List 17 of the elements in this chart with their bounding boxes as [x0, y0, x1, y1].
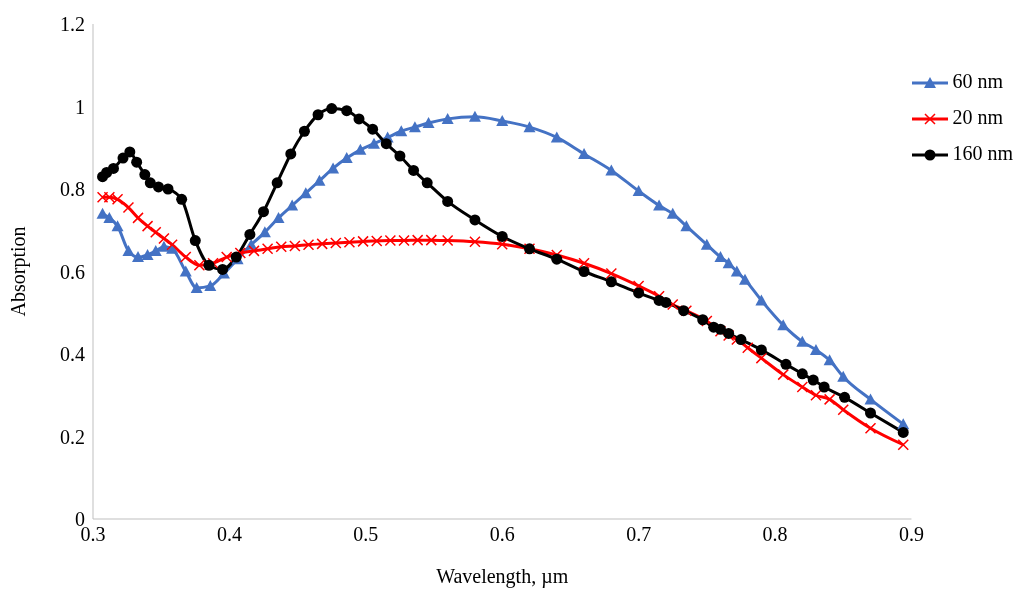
x-tick-label: 0.6: [489, 523, 515, 546]
legend-label: 20 nm: [952, 106, 1003, 128]
y-tick-label: 0.4: [60, 343, 85, 366]
x-tick-label: 0.8: [762, 523, 788, 546]
x-tick-label: 0.7: [626, 523, 652, 546]
y-tick-label: 0.2: [60, 425, 85, 448]
legend-label: 60 nm: [952, 70, 1003, 92]
x-tick-label: 0.5: [353, 523, 379, 546]
y-axis-title: Absorption: [7, 226, 31, 317]
legend-label: 160 nm: [952, 142, 1013, 164]
y-tick-label: 1: [75, 95, 85, 118]
x-tick-label: 0.9: [898, 523, 924, 546]
y-tick-label: 1.2: [60, 13, 85, 36]
x-axis-title: Wavelength, µm: [436, 565, 569, 588]
x-tick-label: 0.4: [216, 523, 242, 546]
y-tick-label: 0.6: [60, 260, 85, 283]
y-tick-label: 0.8: [60, 178, 85, 201]
